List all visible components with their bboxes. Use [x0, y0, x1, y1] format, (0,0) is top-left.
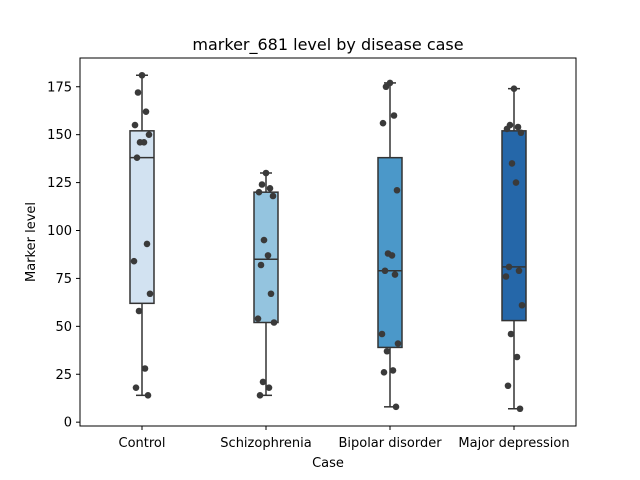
- data-point: [132, 384, 140, 391]
- data-point: [512, 179, 520, 186]
- data-point: [517, 129, 525, 137]
- data-point: [131, 121, 139, 129]
- iqr-box: [129, 130, 155, 305]
- data-point: [254, 315, 262, 322]
- data-point: [262, 169, 270, 177]
- data-point: [515, 267, 523, 275]
- y-tick-label: 0: [64, 416, 72, 431]
- data-point: [265, 384, 273, 391]
- iqr-box: [501, 130, 527, 322]
- data-point: [505, 263, 513, 271]
- y-tick-label: 125: [47, 176, 72, 191]
- chart-title: marker_681 level by disease case: [192, 35, 463, 55]
- y-axis-title: Marker level: [24, 202, 39, 282]
- data-point: [257, 261, 265, 269]
- box-series: [129, 74, 527, 410]
- box-2: [253, 172, 279, 397]
- data-point: [256, 392, 264, 399]
- x-axis-title: Case: [312, 456, 344, 471]
- data-point: [380, 369, 388, 376]
- data-point: [510, 85, 518, 92]
- data-point: [143, 240, 151, 248]
- y-tick-label: 25: [55, 368, 72, 383]
- y-tick-label: 150: [47, 128, 72, 143]
- data-point: [518, 301, 526, 309]
- data-point: [146, 290, 154, 298]
- data-point: [392, 403, 400, 411]
- data-point: [389, 367, 397, 374]
- data-point: [130, 257, 138, 265]
- data-point: [258, 181, 266, 188]
- data-point: [390, 112, 398, 119]
- data-point: [267, 290, 275, 298]
- data-point: [379, 119, 387, 127]
- data-point: [269, 192, 277, 200]
- data-point: [516, 405, 524, 413]
- data-point: [144, 392, 152, 399]
- data-point: [503, 125, 511, 133]
- y-tick-label: 75: [55, 272, 72, 287]
- y-tick-label: 50: [55, 320, 72, 335]
- data-point: [134, 89, 142, 96]
- x-tick-label: Bipolar disorder: [338, 436, 442, 451]
- data-point: [270, 319, 278, 326]
- plot-area: [79, 57, 577, 427]
- x-tick-label: Major depression: [458, 436, 569, 451]
- x-axis: Control Schizophrenia Bipolar disorder Majo…: [119, 426, 570, 451]
- data-point: [502, 273, 510, 280]
- y-axis: 0 25 50 75 100 125 150 175: [47, 80, 80, 431]
- data-point: [145, 131, 153, 138]
- data-point: [383, 347, 391, 355]
- point-series: [130, 71, 526, 413]
- data-point: [260, 236, 268, 244]
- data-point: [507, 330, 515, 338]
- box-3: [377, 82, 403, 408]
- box-4: [501, 87, 527, 410]
- data-point: [259, 378, 267, 386]
- data-point: [255, 188, 263, 196]
- data-point: [508, 160, 516, 167]
- data-point: [393, 186, 401, 194]
- data-point: [391, 271, 399, 278]
- data-point: [142, 108, 150, 115]
- data-point: [514, 123, 522, 131]
- data-point: [513, 353, 521, 361]
- box-1: [129, 74, 155, 397]
- data-point: [266, 185, 274, 192]
- data-point: [138, 71, 146, 79]
- data-point: [381, 267, 389, 275]
- data-point: [394, 340, 402, 347]
- y-tick-label: 100: [47, 224, 72, 239]
- data-point: [378, 330, 386, 338]
- data-point: [141, 365, 149, 372]
- y-tick-label: 175: [47, 80, 72, 95]
- data-point: [264, 252, 272, 259]
- data-point: [382, 83, 390, 91]
- x-tick-label: Control: [119, 436, 166, 451]
- x-tick-label: Schizophrenia: [220, 436, 311, 451]
- data-point: [504, 382, 512, 390]
- data-point: [133, 154, 141, 161]
- data-point: [388, 252, 396, 259]
- data-point: [135, 307, 143, 315]
- data-point: [140, 139, 148, 146]
